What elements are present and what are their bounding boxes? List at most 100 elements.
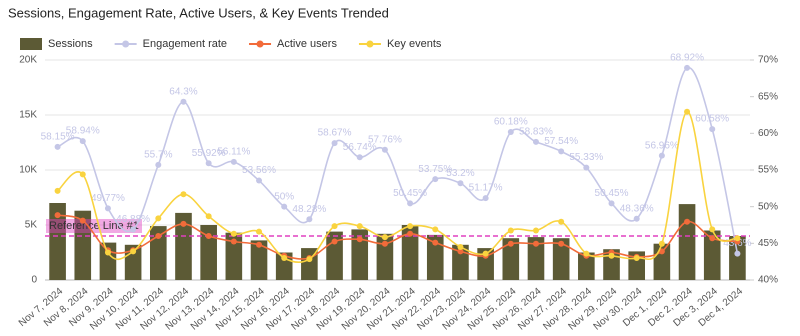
- bar: [225, 232, 243, 280]
- point: [457, 244, 464, 250]
- point: [608, 252, 615, 259]
- point: [507, 129, 514, 136]
- bar: [49, 203, 66, 280]
- data-label: 55.92%: [192, 148, 226, 159]
- point: [155, 215, 162, 222]
- data-label: 58.15%: [41, 132, 75, 143]
- legend-label: Key events: [387, 38, 442, 50]
- data-label: 58.83%: [519, 127, 553, 138]
- point: [558, 240, 565, 247]
- point: [281, 255, 288, 261]
- point: [407, 230, 414, 237]
- point: [532, 240, 539, 247]
- bar: [578, 252, 595, 280]
- point: [104, 249, 111, 256]
- point: [432, 226, 439, 233]
- y2-tick-label: 45%: [758, 238, 778, 249]
- point: [558, 218, 565, 225]
- data-label: 56.96%: [645, 140, 679, 151]
- point: [79, 171, 86, 178]
- y2-tick-label: 60%: [758, 128, 778, 139]
- y2-tick-label: 40%: [758, 275, 778, 286]
- point: [532, 227, 539, 234]
- point: [104, 205, 111, 212]
- point: [331, 140, 338, 147]
- point: [633, 255, 640, 261]
- point: [684, 218, 691, 225]
- bar: [426, 234, 444, 280]
- data-label: 48.36%: [620, 203, 654, 214]
- data-label: 60.18%: [494, 117, 528, 128]
- point: [407, 200, 414, 207]
- y2-tick-label: 50%: [758, 201, 778, 212]
- data-label: 68.92%: [670, 53, 704, 64]
- point: [658, 152, 665, 159]
- point: [482, 250, 489, 257]
- line: [57, 67, 739, 254]
- y-tick-label: 5K: [25, 220, 38, 231]
- data-label: 57.54%: [544, 136, 578, 147]
- point: [180, 98, 187, 105]
- point: [306, 216, 313, 223]
- point: [457, 248, 464, 255]
- bar: [452, 244, 469, 280]
- data-label: 58.94%: [66, 126, 100, 137]
- point: [658, 248, 665, 255]
- point: [684, 108, 691, 115]
- legend-label: Engagement rate: [143, 38, 227, 50]
- bar: [250, 240, 268, 280]
- data-label: 53.56%: [242, 165, 276, 176]
- point: [281, 203, 288, 210]
- data-label: 50%: [274, 191, 294, 202]
- point: [381, 146, 388, 153]
- point: [331, 238, 338, 245]
- point: [130, 248, 137, 255]
- point: [54, 212, 61, 219]
- point: [507, 240, 514, 247]
- data-label: 58.67%: [318, 128, 352, 139]
- legend-label: Sessions: [48, 38, 93, 50]
- point: [155, 233, 162, 239]
- data-label: 64.3%: [169, 86, 197, 97]
- point: [381, 240, 388, 247]
- bar: [552, 238, 570, 280]
- y-tick-label: 10K: [19, 165, 37, 176]
- point: [658, 240, 665, 247]
- data-label: 53.75%: [418, 164, 452, 175]
- point: [558, 148, 565, 155]
- point: [180, 220, 187, 227]
- point: [256, 177, 263, 184]
- point: [709, 226, 716, 233]
- bar: [376, 233, 394, 280]
- bar: [401, 225, 419, 280]
- point: [331, 223, 338, 230]
- point: [381, 234, 388, 241]
- data-label: 56.74%: [343, 142, 377, 153]
- point: [79, 217, 86, 224]
- data-label: 60.58%: [695, 114, 729, 125]
- point: [734, 250, 741, 257]
- bar: [200, 225, 217, 280]
- point: [205, 160, 212, 167]
- point: [432, 176, 439, 183]
- point: [230, 238, 237, 245]
- point: [155, 161, 162, 168]
- bar: [527, 237, 545, 280]
- bar: [703, 230, 721, 280]
- data-label: 48.28%: [292, 204, 326, 215]
- point: [684, 64, 691, 71]
- point: [709, 126, 716, 133]
- y2-tick-label: 70%: [758, 55, 778, 66]
- line: [57, 214, 738, 260]
- point: [432, 239, 439, 246]
- point: [633, 215, 640, 222]
- data-label: 55.33%: [569, 152, 603, 163]
- point: [356, 223, 363, 230]
- point: [734, 235, 741, 242]
- data-label: 49.77%: [91, 193, 125, 204]
- data-label: 55.7%: [144, 150, 172, 161]
- data-label: 46.88%: [116, 214, 150, 225]
- y-tick-label: 20K: [19, 55, 37, 66]
- point: [457, 180, 464, 187]
